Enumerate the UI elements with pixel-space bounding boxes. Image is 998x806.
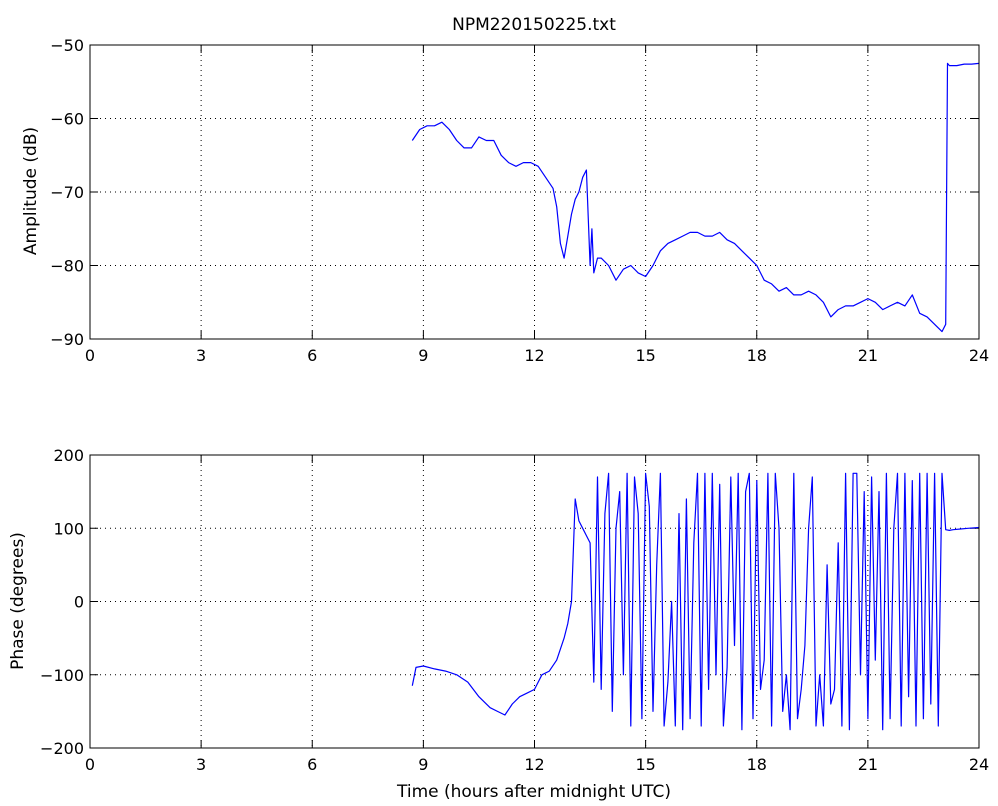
y-tick-label: −80 (50, 257, 84, 276)
x-tick-label: 15 (635, 346, 655, 365)
amplitude-series-line (411, 62, 980, 333)
x-tick-label: 0 (85, 346, 95, 365)
phase-tick-labels: 0 3 6 9 12 15 18 21 24 −200 −100 0 100 200 (40, 446, 989, 774)
x-tick-label: 6 (307, 755, 317, 774)
x-tick-label: 24 (969, 755, 989, 774)
amplitude-plot-frame (89, 44, 980, 340)
x-tick-label: 18 (747, 346, 767, 365)
x-tick-label: 21 (858, 346, 878, 365)
phase-axes: Phase (degrees) Time (hours after midnig… (8, 446, 989, 802)
x-tick-label: 24 (969, 346, 989, 365)
x-tick-label: 18 (747, 755, 767, 774)
y-tick-label: −60 (50, 110, 84, 129)
x-tick-label: 12 (524, 755, 544, 774)
y-tick-label: −50 (50, 36, 84, 55)
x-tick-label: 9 (418, 346, 428, 365)
y-tick-label: 0 (74, 593, 84, 612)
amplitude-axes: NPM220150225.txt Amplitude (dB) 0 3 6 9 12 15… (21, 15, 989, 365)
x-tick-label: 6 (307, 346, 317, 365)
x-tick-label: 9 (418, 755, 428, 774)
amplitude-grid (90, 45, 979, 339)
x-tick-label: 12 (524, 346, 544, 365)
x-tick-label: 3 (196, 755, 206, 774)
phase-series (411, 472, 980, 731)
amplitude-series (411, 62, 980, 333)
y-tick-label: −70 (50, 183, 84, 202)
chart-title: NPM220150225.txt (452, 15, 616, 35)
phase-series-line (411, 472, 980, 731)
x-tick-label: 21 (858, 755, 878, 774)
y-tick-label: 200 (53, 446, 84, 465)
y-tick-label: −200 (40, 739, 84, 758)
x-tick-label: 3 (196, 346, 206, 365)
y-tick-label: −90 (50, 330, 84, 349)
phase-grid (90, 455, 979, 748)
x-tick-label: 0 (85, 755, 95, 774)
x-tick-label: 15 (635, 755, 655, 774)
phase-y-axis-label: Phase (degrees) (8, 532, 28, 670)
phase-x-axis-label: Time (hours after midnight UTC) (396, 782, 671, 802)
y-tick-label: 100 (53, 519, 84, 538)
amplitude-y-axis-label: Amplitude (dB) (21, 127, 41, 255)
phase-plot-frame (89, 454, 980, 749)
amplitude-tick-labels: 0 3 6 9 12 15 18 21 24 −90 −80 −70 −60 −50 (50, 36, 989, 365)
y-tick-label: −100 (40, 666, 84, 685)
